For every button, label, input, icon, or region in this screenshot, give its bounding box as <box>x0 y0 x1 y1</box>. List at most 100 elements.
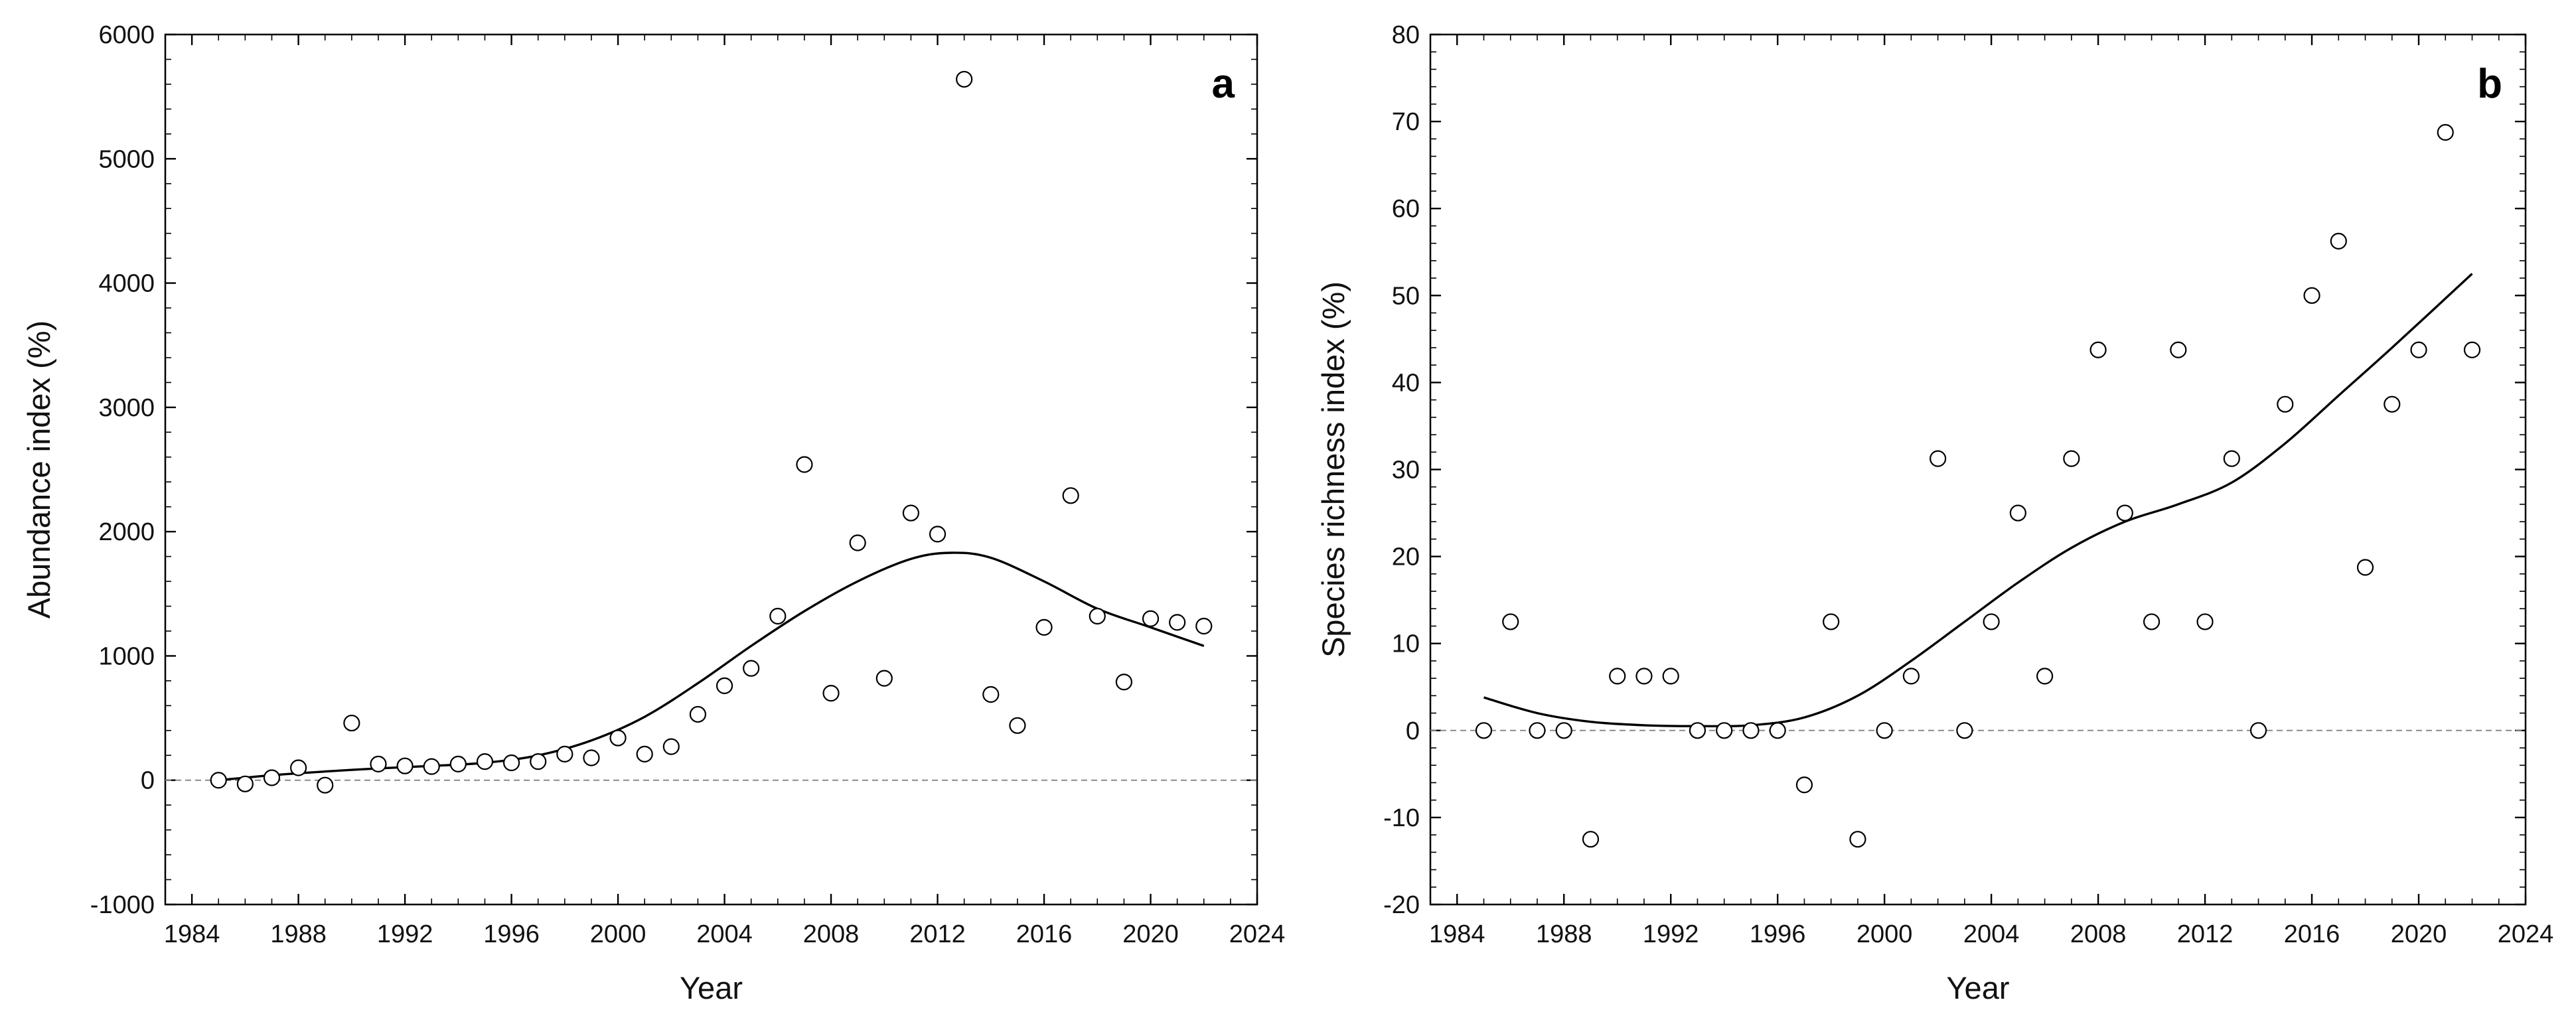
data-point <box>2063 450 2080 467</box>
data-point <box>1742 722 1760 739</box>
x-tick-label: 1984 <box>164 920 220 948</box>
data-point <box>1142 610 1160 627</box>
data-point <box>1582 831 1600 848</box>
data-point <box>210 772 227 789</box>
data-point <box>1529 722 1546 739</box>
data-point <box>396 757 414 774</box>
x-tick-label: 2008 <box>803 920 860 948</box>
data-point <box>423 758 440 775</box>
data-point <box>2303 287 2320 304</box>
data-point <box>370 755 387 772</box>
data-point <box>982 685 1000 703</box>
data-point <box>1502 613 1519 630</box>
data-point <box>2277 396 2294 413</box>
data-point <box>1849 831 1866 848</box>
y-axis-title: Abundance index (%) <box>21 321 56 618</box>
x-tick-label: 1992 <box>377 920 433 948</box>
data-point <box>716 677 733 694</box>
data-point <box>290 759 307 776</box>
y-tick-label: 0 <box>141 767 155 795</box>
data-point <box>343 714 360 732</box>
data-point <box>1662 668 1679 685</box>
data-point <box>1956 722 1973 739</box>
x-tick-label: 2004 <box>1963 920 2020 948</box>
x-tick-label: 1992 <box>1643 920 1699 948</box>
x-tick-label: 2000 <box>590 920 646 948</box>
y-tick-label: 60 <box>1392 195 1420 223</box>
data-point <box>1769 722 1786 739</box>
data-point <box>1716 722 1733 739</box>
data-point <box>1475 722 1493 739</box>
x-tick-label: 2016 <box>1016 920 1073 948</box>
data-point <box>2223 450 2240 467</box>
data-point <box>1689 722 1706 739</box>
data-point <box>236 775 254 792</box>
data-point <box>2089 341 2107 358</box>
y-tick-label: 1000 <box>98 642 155 670</box>
data-point <box>929 526 947 543</box>
data-point <box>636 745 653 762</box>
data-point <box>1009 717 1026 734</box>
data-point <box>502 754 520 772</box>
y-tick-label: 30 <box>1392 457 1420 484</box>
data-point <box>583 749 600 766</box>
data-point <box>2356 559 2374 576</box>
plot-frame <box>164 33 1258 906</box>
y-tick-label: 0 <box>1406 717 1420 745</box>
panel-label: a <box>1212 61 1235 107</box>
x-tick-label: 2020 <box>1122 920 1179 948</box>
x-tick-label: 2024 <box>2498 920 2554 948</box>
data-point <box>769 607 787 625</box>
data-point <box>2384 396 2401 413</box>
data-point <box>2249 722 2267 739</box>
data-point <box>1902 668 1920 685</box>
data-point <box>956 70 973 88</box>
y-tick-label: -1000 <box>90 891 155 919</box>
data-point <box>1555 722 1572 739</box>
y-tick-label: -10 <box>1383 804 1420 832</box>
x-tick-label: 2012 <box>2177 920 2234 948</box>
x-tick-label: 2012 <box>909 920 966 948</box>
y-tick-label: -20 <box>1383 891 1420 919</box>
data-point <box>689 705 707 723</box>
minor-ticks <box>165 34 1258 905</box>
chart-panel-a: a Year Abundance index (%) 1984 1988 1992 1… <box>21 21 1285 1005</box>
data-point <box>2009 504 2026 522</box>
data-point <box>1089 607 1106 625</box>
data-point <box>2170 341 2187 358</box>
data-point <box>1195 617 1213 635</box>
y-tick-label: 10 <box>1392 630 1420 658</box>
data-point <box>530 753 547 770</box>
panel-label: b <box>2477 61 2502 107</box>
data-point <box>1795 776 1813 794</box>
data-point <box>1983 613 2000 630</box>
x-tick-label: 2008 <box>2070 920 2127 948</box>
y-tick-label: 2000 <box>98 518 155 546</box>
data-point <box>556 745 573 762</box>
x-tick-label: 1988 <box>1536 920 1592 948</box>
data-point <box>902 504 920 522</box>
data-point <box>2330 232 2347 250</box>
data-point <box>317 776 334 794</box>
y-tick-label: 5000 <box>98 145 155 173</box>
y-axis-title: Species richness index (%) <box>1316 281 1351 658</box>
x-tick-label: 2024 <box>1229 920 1286 948</box>
data-point <box>2116 504 2133 522</box>
x-tick-label: 1984 <box>1429 920 1485 948</box>
data-point <box>1169 614 1186 631</box>
data-point <box>1035 618 1053 636</box>
y-tick-label: 6000 <box>98 21 155 49</box>
x-axis-title: Year <box>680 970 743 1005</box>
data-point <box>743 660 760 677</box>
data-point <box>849 534 866 551</box>
data-point <box>1062 487 1079 504</box>
x-tick-label: 2020 <box>2391 920 2447 948</box>
data-point <box>822 685 840 702</box>
data-point <box>1635 668 1653 685</box>
x-tick-label: 1988 <box>270 920 327 948</box>
data-point <box>2036 668 2054 685</box>
x-tick-label: 2016 <box>2284 920 2340 948</box>
data-point <box>609 729 627 747</box>
x-tick-label: 2000 <box>1856 920 1913 948</box>
